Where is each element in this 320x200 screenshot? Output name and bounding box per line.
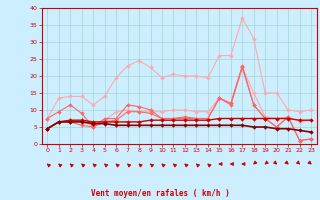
Text: Vent moyen/en rafales ( km/h ): Vent moyen/en rafales ( km/h ) [91,189,229,198]
